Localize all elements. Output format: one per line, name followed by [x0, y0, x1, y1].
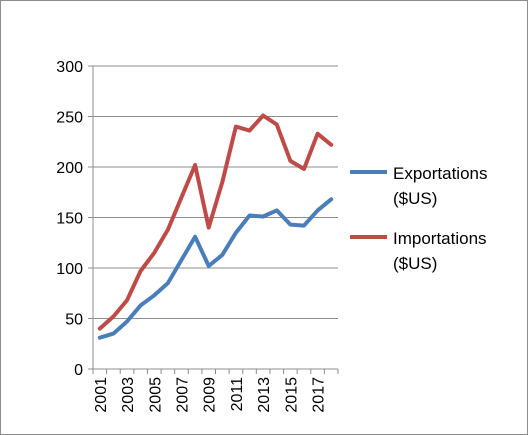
series-line-importations: [97, 113, 334, 331]
legend-label-exportations-line1: Exportations: [393, 164, 488, 183]
series-lines: [97, 113, 334, 340]
legend: Exportations ($US) Importations ($US): [350, 164, 488, 273]
y-tick-label: 300: [56, 59, 83, 76]
series-line-exportations: [97, 197, 334, 340]
y-tick-label: 250: [56, 110, 83, 127]
x-tick-label: 2015: [283, 377, 300, 413]
x-tick-label: 2011: [229, 377, 246, 412]
y-tick-label: 200: [56, 160, 83, 177]
x-tick-label: 2009: [202, 377, 219, 413]
x-tick-label: 2013: [256, 377, 273, 413]
x-tick-label: 2001: [93, 377, 110, 413]
x-tick-label: 2007: [174, 377, 191, 413]
legend-label-importations-line1: Importations: [393, 229, 487, 248]
x-tick-label: 2017: [311, 377, 328, 413]
x-tick-label: 2003: [120, 377, 137, 413]
y-tick-label: 150: [56, 211, 83, 228]
y-axis-ticks: 0 50 100 150 200 250 300: [56, 59, 93, 379]
legend-label-exportations-line2: ($US): [393, 189, 437, 208]
x-axis-ticks: 2001 2003 2005 2007 2009 2011 2013 2015 2017: [92, 369, 339, 413]
legend-label-importations-line2: ($US): [393, 254, 437, 273]
y-tick-label: 50: [65, 312, 83, 329]
y-tick-label: 0: [74, 362, 83, 379]
x-tick-label: 2005: [147, 377, 164, 413]
gridlines: [93, 65, 338, 319]
y-tick-label: 100: [56, 261, 83, 278]
